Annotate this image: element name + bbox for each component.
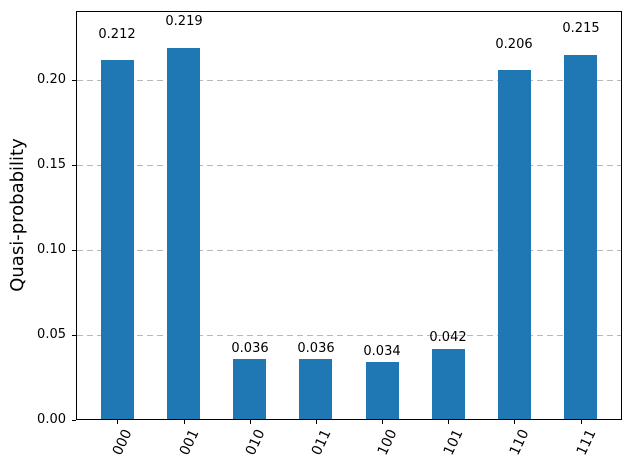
bar-value-label: 0.042 — [429, 330, 467, 345]
x-tick-mark — [448, 420, 449, 424]
x-tick-label-text: 011 — [308, 427, 335, 458]
x-tick-mark — [316, 420, 317, 424]
bar — [432, 349, 465, 419]
x-tick-label-text: 101 — [440, 427, 467, 458]
y-tick-label: 0.00 — [37, 412, 66, 427]
x-tick-mark — [581, 420, 582, 424]
y-tick-label: 0.10 — [37, 242, 66, 257]
x-tick-label-text: 001 — [176, 427, 203, 458]
bar — [299, 359, 332, 419]
bar-value-label: 0.036 — [297, 341, 335, 356]
bar-value-label: 0.036 — [231, 341, 269, 356]
y-tick-mark — [72, 420, 76, 421]
bar — [564, 55, 597, 419]
y-tick-label: 0.05 — [37, 327, 66, 342]
bar — [101, 60, 134, 419]
y-tick-label: 0.15 — [37, 157, 66, 172]
y-gridline — [77, 335, 621, 336]
x-tick-label-text: 110 — [506, 427, 533, 458]
bar-value-label: 0.206 — [495, 37, 533, 52]
x-tick-label-text: 010 — [242, 427, 269, 458]
bar — [366, 362, 399, 419]
y-tick-mark — [72, 250, 76, 251]
bar — [167, 48, 200, 419]
x-tick-mark — [117, 420, 118, 424]
y-gridline — [77, 250, 621, 251]
x-tick-label-text: 100 — [374, 427, 401, 458]
bar — [233, 359, 266, 419]
x-tick-label-text: 000 — [109, 427, 136, 458]
bar — [498, 70, 531, 419]
x-tick-mark — [514, 420, 515, 424]
x-tick-mark — [382, 420, 383, 424]
plot-area-frame — [76, 11, 622, 420]
y-tick-label: 0.20 — [37, 72, 66, 87]
y-gridline — [77, 165, 621, 166]
y-tick-mark — [72, 165, 76, 166]
bar-value-label: 0.212 — [98, 27, 136, 42]
bar-value-label: 0.215 — [562, 21, 600, 36]
x-tick-mark — [250, 420, 251, 424]
y-tick-mark — [72, 80, 76, 81]
bar-value-label: 0.219 — [165, 14, 203, 29]
bar-value-label: 0.034 — [363, 344, 401, 359]
x-tick-label-text: 111 — [573, 427, 600, 458]
x-tick-mark — [184, 420, 185, 424]
y-gridline — [77, 80, 621, 81]
y-tick-mark — [72, 335, 76, 336]
